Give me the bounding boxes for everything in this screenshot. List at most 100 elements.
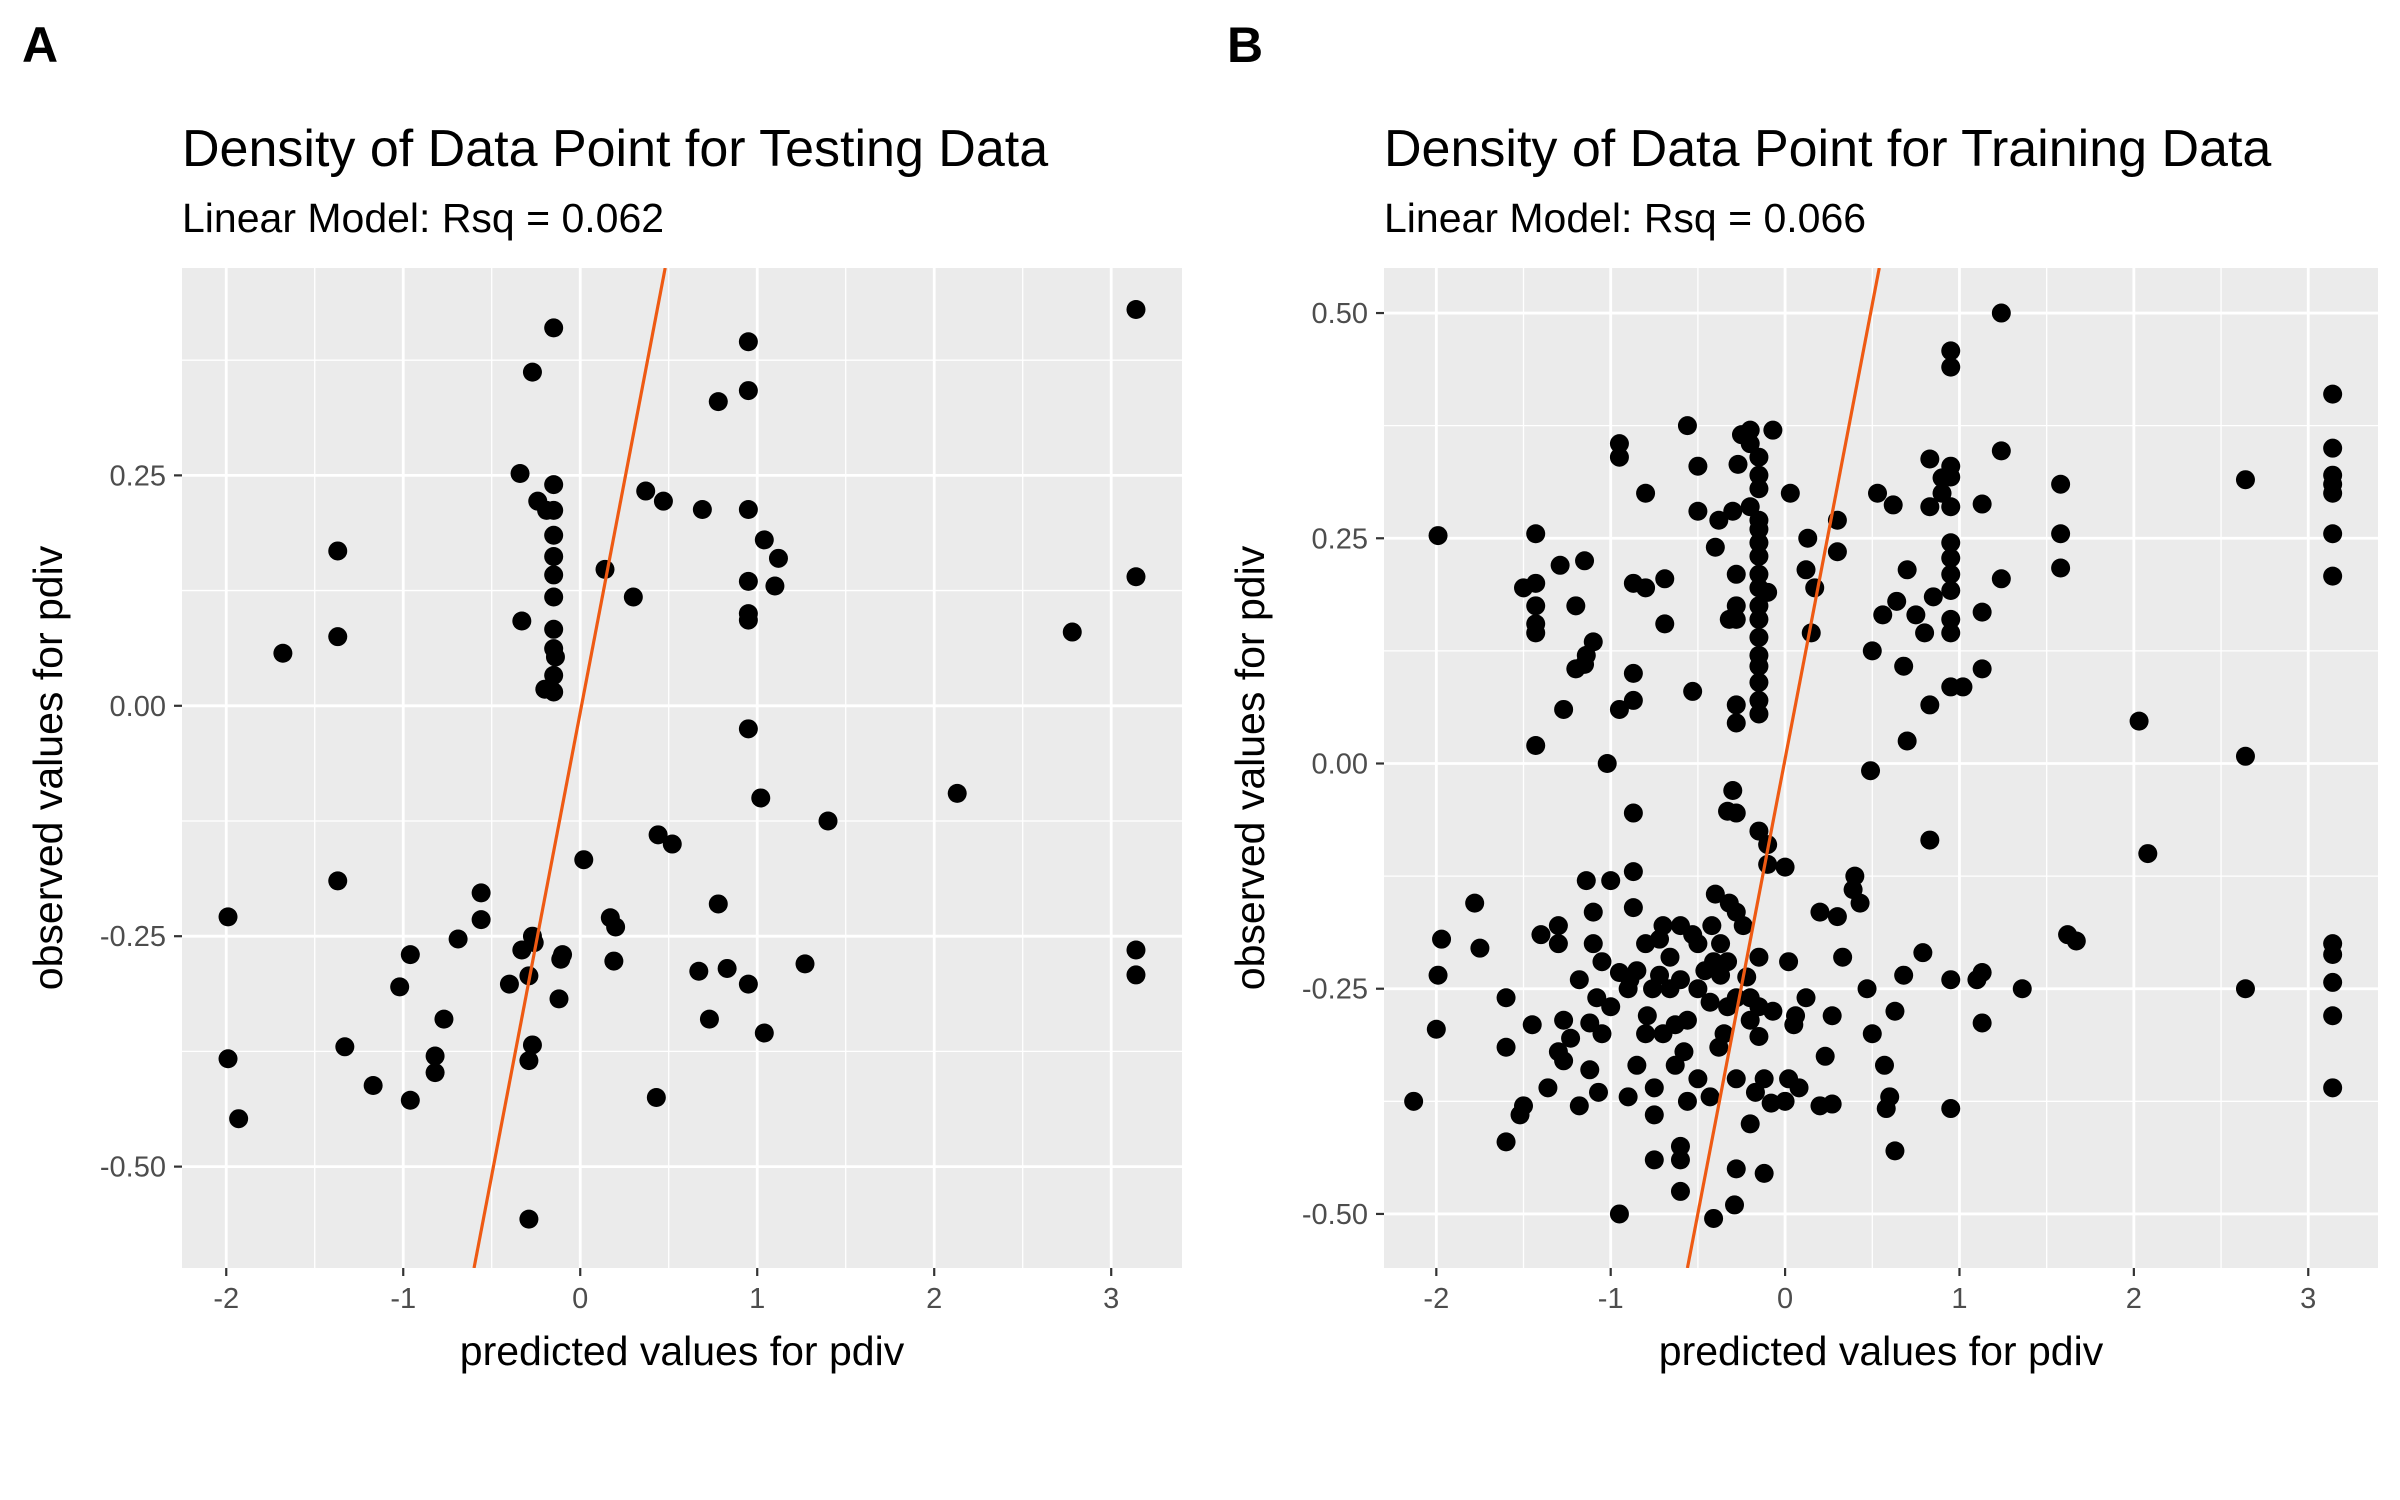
x-axis-title: predicted values for pdiv <box>1659 1328 2104 1374</box>
data-point <box>662 834 682 854</box>
data-point <box>1749 533 1769 553</box>
data-point <box>1749 596 1769 616</box>
data-point <box>1548 1042 1568 1062</box>
y-tick-label: 0.50 <box>1312 298 1368 330</box>
data-point <box>1623 663 1643 683</box>
data-point <box>1588 1082 1608 1102</box>
data-point <box>1749 546 1769 566</box>
data-point <box>1726 564 1746 584</box>
data-point <box>1805 578 1825 598</box>
data-point <box>1941 1099 1961 1119</box>
data-point <box>1749 821 1769 841</box>
y-axis-title: observed values for pdiv <box>25 545 71 990</box>
data-point <box>751 788 771 808</box>
y-tick-label: 0.00 <box>110 691 166 723</box>
data-point <box>1749 479 1769 499</box>
data-point <box>544 525 564 545</box>
data-point <box>1655 614 1675 634</box>
data-point <box>1920 497 1940 517</box>
data-point <box>1636 483 1656 503</box>
data-point <box>544 665 564 685</box>
x-tick-label: 2 <box>2126 1283 2142 1315</box>
plot-data-layer <box>218 268 1146 1268</box>
data-point <box>1644 1078 1664 1098</box>
data-point <box>738 610 758 630</box>
data-point <box>1575 551 1595 571</box>
data-point <box>1779 1069 1799 1089</box>
data-point <box>499 974 519 994</box>
data-point <box>1688 456 1708 476</box>
x-tick-label: -2 <box>1423 1283 1449 1315</box>
data-point <box>1526 735 1546 755</box>
chart-title: Density of Data Point for Training Data <box>1384 120 2271 178</box>
data-point <box>1677 416 1697 436</box>
data-point <box>754 530 774 550</box>
data-point <box>544 565 564 585</box>
data-point <box>1705 537 1725 557</box>
data-point <box>1660 947 1680 967</box>
data-point <box>1609 1204 1629 1224</box>
data-point <box>1740 497 1760 517</box>
data-point <box>1810 1096 1830 1116</box>
data-point <box>1583 902 1603 922</box>
data-point <box>1548 934 1568 954</box>
data-point <box>1644 1105 1664 1125</box>
data-point <box>1432 929 1452 949</box>
data-point <box>1749 447 1769 467</box>
data-point <box>1941 677 1961 697</box>
data-point <box>273 643 293 663</box>
data-point <box>1526 596 1546 616</box>
data-point <box>1991 441 2011 461</box>
data-point <box>1623 573 1643 593</box>
data-point <box>1761 1093 1781 1113</box>
data-point <box>1426 1019 1446 1039</box>
data-point <box>1470 938 1490 958</box>
data-point <box>1644 1150 1664 1170</box>
data-point <box>2323 483 2343 503</box>
data-point <box>795 954 815 974</box>
panel-letter: B <box>1227 17 1263 73</box>
x-tick-label: 0 <box>1777 1283 1793 1315</box>
data-point <box>1665 1055 1685 1075</box>
chart-panel-a: -2 -1 0 1 2 3 -0.50 -0.25 0.00 0.25 A Density of Da… <box>22 17 1182 1374</box>
data-point <box>2323 972 2343 992</box>
data-point <box>510 464 530 484</box>
data-point <box>1740 1010 1760 1030</box>
y-tick-label: 0.25 <box>110 460 166 492</box>
data-point <box>600 908 620 928</box>
data-point <box>1857 979 1877 999</box>
data-point <box>1915 623 1935 643</box>
data-point <box>1700 992 1720 1012</box>
data-point <box>1609 447 1629 467</box>
data-point <box>2323 1078 2343 1098</box>
data-point <box>1719 893 1739 913</box>
data-point <box>1576 871 1596 891</box>
data-point <box>1677 1091 1697 1111</box>
data-point <box>1704 1208 1724 1228</box>
data-point <box>1862 641 1882 661</box>
data-point <box>1583 632 1603 652</box>
data-point <box>646 1087 666 1107</box>
chart-subtitle: Linear Model: Rsq = 0.066 <box>1384 195 1866 241</box>
data-point <box>1700 1087 1720 1107</box>
data-point <box>1718 801 1738 821</box>
plot-data-layer <box>1404 268 2343 1268</box>
data-point <box>1674 1042 1694 1062</box>
data-point <box>1920 695 1940 715</box>
data-point <box>1749 656 1769 676</box>
data-point <box>1670 1181 1690 1201</box>
data-point <box>1643 979 1663 999</box>
data-point <box>519 1209 539 1229</box>
data-point <box>1941 533 1961 553</box>
data-point <box>1796 988 1816 1008</box>
data-point <box>1754 1069 1774 1089</box>
data-point <box>2235 979 2255 999</box>
data-point <box>328 871 348 891</box>
data-point <box>738 381 758 401</box>
data-point <box>1861 761 1881 781</box>
data-point <box>738 719 758 739</box>
data-point <box>2051 558 2071 578</box>
data-point <box>1725 1195 1745 1215</box>
data-point <box>636 481 656 501</box>
